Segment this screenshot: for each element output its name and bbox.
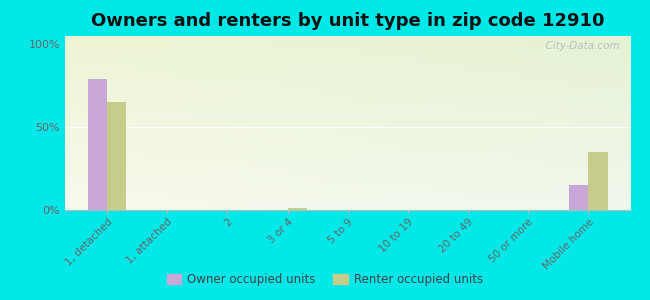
Bar: [287, 208, 307, 210]
Bar: [569, 185, 588, 210]
Title: Owners and renters by unit type in zip code 12910: Owners and renters by unit type in zip c…: [91, 12, 604, 30]
Legend: Owner occupied units, Renter occupied units: Owner occupied units, Renter occupied un…: [162, 269, 488, 291]
Bar: [88, 79, 107, 210]
Text: City-Data.com: City-Data.com: [539, 41, 619, 51]
Bar: [107, 102, 126, 210]
Bar: [588, 152, 608, 210]
